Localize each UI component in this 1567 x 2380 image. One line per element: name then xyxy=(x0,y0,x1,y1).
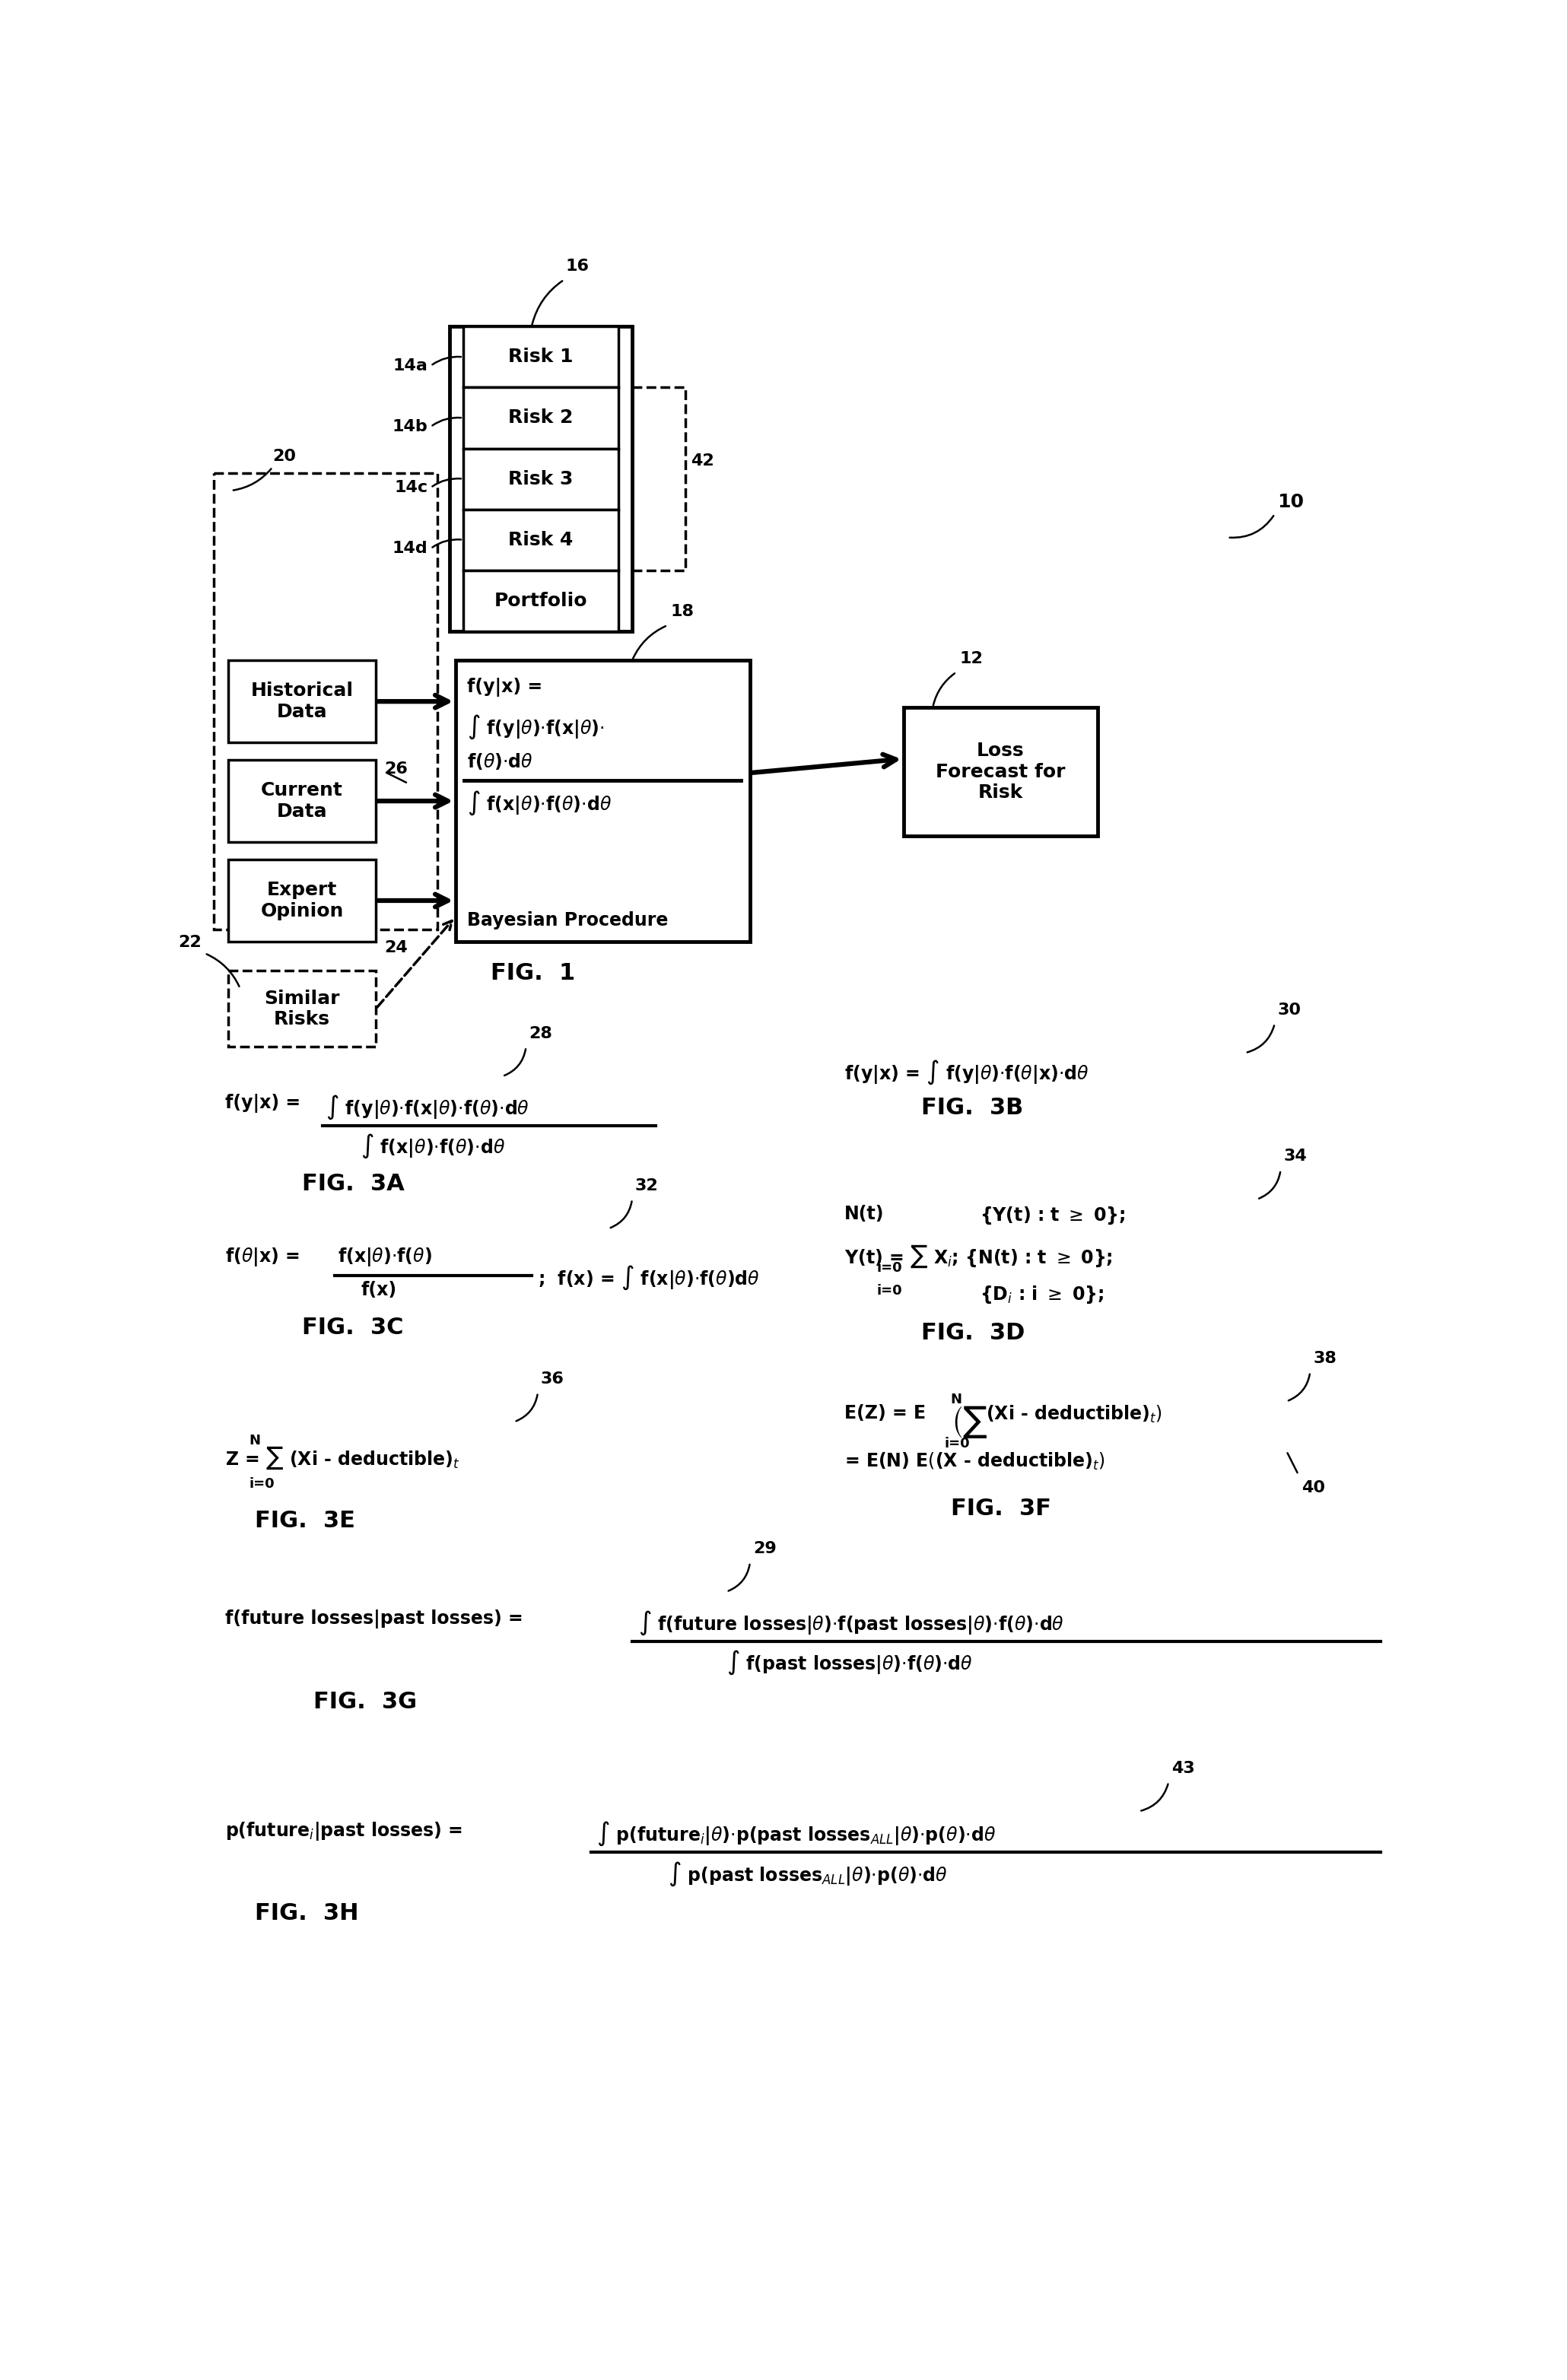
Bar xyxy=(456,659,751,942)
Text: f($\theta$|x) =: f($\theta$|x) = xyxy=(226,1247,299,1269)
Text: 38: 38 xyxy=(1313,1352,1337,1366)
Text: Z = $\sum$ (Xi - deductible)$_t$: Z = $\sum$ (Xi - deductible)$_t$ xyxy=(226,1445,461,1471)
Text: Current
Data: Current Data xyxy=(262,781,343,821)
Text: 22: 22 xyxy=(179,935,202,950)
Text: Risk 4: Risk 4 xyxy=(508,531,574,550)
Text: $\left(\sum\right.$: $\left(\sum\right.$ xyxy=(951,1404,987,1440)
Text: 32: 32 xyxy=(635,1178,658,1192)
Bar xyxy=(464,571,619,631)
Text: N: N xyxy=(951,1392,962,1407)
Text: i=0: i=0 xyxy=(878,1285,903,1297)
Text: FIG.  3F: FIG. 3F xyxy=(951,1497,1051,1521)
Text: f(future losses|past losses) =: f(future losses|past losses) = xyxy=(226,1609,523,1628)
Text: FIG.  3G: FIG. 3G xyxy=(313,1692,417,1714)
Text: f(y|x) = $\int$ f(y|$\theta$)$\cdot$f($\theta$|x)$\cdot$d$\theta$: f(y|x) = $\int$ f(y|$\theta$)$\cdot$f($\… xyxy=(845,1059,1089,1085)
Text: 34: 34 xyxy=(1283,1150,1307,1164)
Text: (Xi - deductible)$_t\left.\right)$: (Xi - deductible)$_t\left.\right)$ xyxy=(986,1404,1163,1426)
Bar xyxy=(229,859,376,942)
Text: f(y|x) =: f(y|x) = xyxy=(226,1095,301,1114)
Text: 40: 40 xyxy=(1301,1480,1324,1495)
Text: 36: 36 xyxy=(541,1371,564,1388)
Text: 12: 12 xyxy=(959,652,983,666)
Text: 16: 16 xyxy=(566,259,589,274)
Text: f(x|$\theta$)$\cdot$f($\theta$): f(x|$\theta$)$\cdot$f($\theta$) xyxy=(337,1247,431,1269)
Text: 14c: 14c xyxy=(395,481,428,495)
Text: f(y|x) =: f(y|x) = xyxy=(467,678,542,697)
Text: 29: 29 xyxy=(754,1542,776,1557)
Bar xyxy=(213,474,437,931)
Text: 28: 28 xyxy=(530,1026,553,1040)
Text: Loss
Forecast for
Risk: Loss Forecast for Risk xyxy=(935,743,1066,802)
Text: p(future$_i$|past losses) =: p(future$_i$|past losses) = xyxy=(226,1821,462,1842)
Text: E(Z) = E: E(Z) = E xyxy=(845,1404,926,1423)
Text: $\int$ f(y|$\theta$)$\cdot$f(x|$\theta$)$\cdot$f($\theta$)$\cdot$d$\theta$: $\int$ f(y|$\theta$)$\cdot$f(x|$\theta$)… xyxy=(326,1095,530,1121)
Text: 26: 26 xyxy=(384,762,407,776)
Text: $\int$ f(y|$\theta$)$\cdot$f(x|$\theta$)$\cdot$: $\int$ f(y|$\theta$)$\cdot$f(x|$\theta$)… xyxy=(467,714,605,740)
Text: Historical
Data: Historical Data xyxy=(251,681,353,721)
Text: Portfolio: Portfolio xyxy=(494,593,588,609)
Text: FIG.  3C: FIG. 3C xyxy=(302,1316,404,1338)
Text: 14d: 14d xyxy=(392,540,428,557)
Bar xyxy=(464,326,619,388)
Text: N(t): N(t) xyxy=(845,1204,884,1223)
Text: Bayesian Procedure: Bayesian Procedure xyxy=(467,912,668,931)
Bar xyxy=(464,388,619,447)
Text: $\int$ f(x|$\theta$)$\cdot$f($\theta$)$\cdot$d$\theta$: $\int$ f(x|$\theta$)$\cdot$f($\theta$)$\… xyxy=(360,1133,506,1159)
Text: Risk 1: Risk 1 xyxy=(508,347,574,367)
Text: Risk 2: Risk 2 xyxy=(508,409,574,426)
Text: {Y(t) : t $\geq$ 0};: {Y(t) : t $\geq$ 0}; xyxy=(979,1204,1125,1226)
Text: FIG.  3E: FIG. 3E xyxy=(255,1509,356,1533)
Text: 30: 30 xyxy=(1277,1002,1301,1019)
Text: FIG.  3D: FIG. 3D xyxy=(921,1323,1025,1345)
Text: = E(N) E$\left(\right.$(X - deductible)$_t\left.\right)$: = E(N) E$\left(\right.$(X - deductible)$… xyxy=(845,1452,1105,1471)
Bar xyxy=(229,759,376,843)
Text: Risk 3: Risk 3 xyxy=(508,469,574,488)
Text: $\int$ f(future losses|$\theta$)$\cdot$f(past losses|$\theta$)$\cdot$f($\theta$): $\int$ f(future losses|$\theta$)$\cdot$f… xyxy=(638,1609,1064,1637)
Text: f(x): f(x) xyxy=(360,1280,396,1299)
Text: 42: 42 xyxy=(691,452,715,469)
Text: 20: 20 xyxy=(273,450,296,464)
Text: $\int$ p(past losses$_{ALL}$|$\theta$)$\cdot$p($\theta$)$\cdot$d$\theta$: $\int$ p(past losses$_{ALL}$|$\theta$)$\… xyxy=(668,1859,946,1887)
Text: {D$_i$ : i $\geq$ 0};: {D$_i$ : i $\geq$ 0}; xyxy=(979,1285,1105,1304)
Bar xyxy=(229,971,376,1047)
Text: Y(t) = $\sum$ X$_i$; {N(t) : t $\geq$ 0};: Y(t) = $\sum$ X$_i$; {N(t) : t $\geq$ 0}… xyxy=(845,1242,1113,1269)
Bar xyxy=(903,707,1098,835)
Text: $\int$ f(past losses|$\theta$)$\cdot$f($\theta$)$\cdot$d$\theta$: $\int$ f(past losses|$\theta$)$\cdot$f($… xyxy=(727,1649,973,1678)
Text: i=0: i=0 xyxy=(878,1261,903,1273)
Text: i=0: i=0 xyxy=(249,1478,274,1492)
Text: Similar
Risks: Similar Risks xyxy=(265,990,340,1028)
Text: FIG.  3A: FIG. 3A xyxy=(302,1173,404,1195)
Text: $\int$ p(future$_i$|$\theta$)$\cdot$p(past losses$_{ALL}$|$\theta$)$\cdot$p($\th: $\int$ p(future$_i$|$\theta$)$\cdot$p(pa… xyxy=(597,1821,997,1847)
Text: f($\theta$)$\cdot$d$\theta$: f($\theta$)$\cdot$d$\theta$ xyxy=(467,752,533,771)
Text: FIG.  1: FIG. 1 xyxy=(490,962,575,983)
Text: FIG.  3H: FIG. 3H xyxy=(255,1902,359,1923)
Text: 10: 10 xyxy=(1277,493,1304,512)
Text: 18: 18 xyxy=(671,605,694,619)
Bar xyxy=(464,509,619,571)
Text: $\int$ f(x|$\theta$)$\cdot$f($\theta$)$\cdot$d$\theta$: $\int$ f(x|$\theta$)$\cdot$f($\theta$)$\… xyxy=(467,790,611,816)
Text: FIG.  3B: FIG. 3B xyxy=(921,1097,1023,1119)
Text: 14b: 14b xyxy=(392,419,428,436)
Text: 14a: 14a xyxy=(393,359,428,374)
Text: 43: 43 xyxy=(1172,1761,1196,1775)
Text: N: N xyxy=(249,1433,260,1447)
Text: ;  f(x) = $\int$ f(x|$\theta$)$\cdot$f($\theta$)d$\theta$: ; f(x) = $\int$ f(x|$\theta$)$\cdot$f($\… xyxy=(537,1264,760,1292)
Text: Expert
Opinion: Expert Opinion xyxy=(260,881,343,921)
Text: i=0: i=0 xyxy=(945,1438,970,1449)
Bar xyxy=(632,388,685,571)
Bar xyxy=(464,447,619,509)
Text: 24: 24 xyxy=(384,940,407,954)
Bar xyxy=(450,326,632,631)
Bar xyxy=(229,659,376,743)
